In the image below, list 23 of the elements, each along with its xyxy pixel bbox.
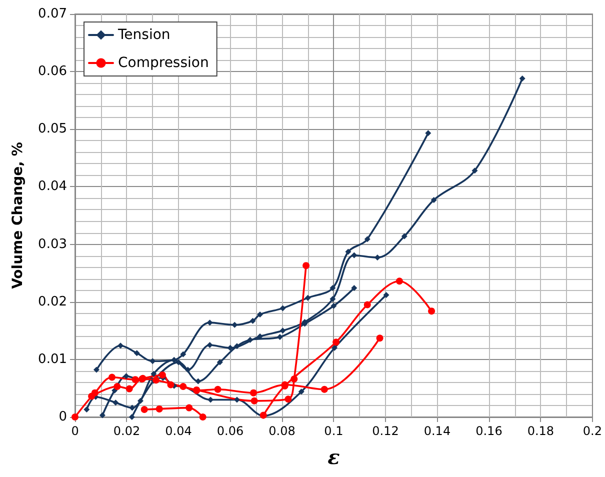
x-tick-label: 0.1 xyxy=(324,424,344,438)
x-tick-label: 0 xyxy=(71,424,79,438)
x-tick-label: 0.06 xyxy=(216,424,244,438)
x-tick-label: 0.16 xyxy=(476,424,502,438)
x-tick-label: 0.08 xyxy=(268,424,296,438)
y-tick-label: 0.05 xyxy=(38,122,67,137)
x-tick-label: 0.02 xyxy=(113,424,140,438)
x-axis-title: ε xyxy=(328,445,340,469)
y-tick-label: 0.06 xyxy=(38,64,67,80)
y-tick-label: 0.03 xyxy=(38,236,67,252)
legend-label: Compression xyxy=(118,55,209,71)
legend-label: Tension xyxy=(117,27,170,43)
y-tick-label: 0 xyxy=(58,410,67,424)
y-tick-label: 0.01 xyxy=(38,352,67,367)
x-tick-label: 0.18 xyxy=(527,424,554,438)
y-tick-label: 0.07 xyxy=(38,6,67,22)
x-tick-label: 0.12 xyxy=(372,424,399,438)
y-axis-title: Volume Change, % xyxy=(10,142,26,289)
y-tick-label: 0.02 xyxy=(38,294,67,310)
x-tick-label: 0.2 xyxy=(582,424,602,438)
x-tick-label: 0.04 xyxy=(165,424,192,438)
x-tick-label: 0.14 xyxy=(424,424,451,438)
y-tick-label: 0.04 xyxy=(38,179,67,194)
